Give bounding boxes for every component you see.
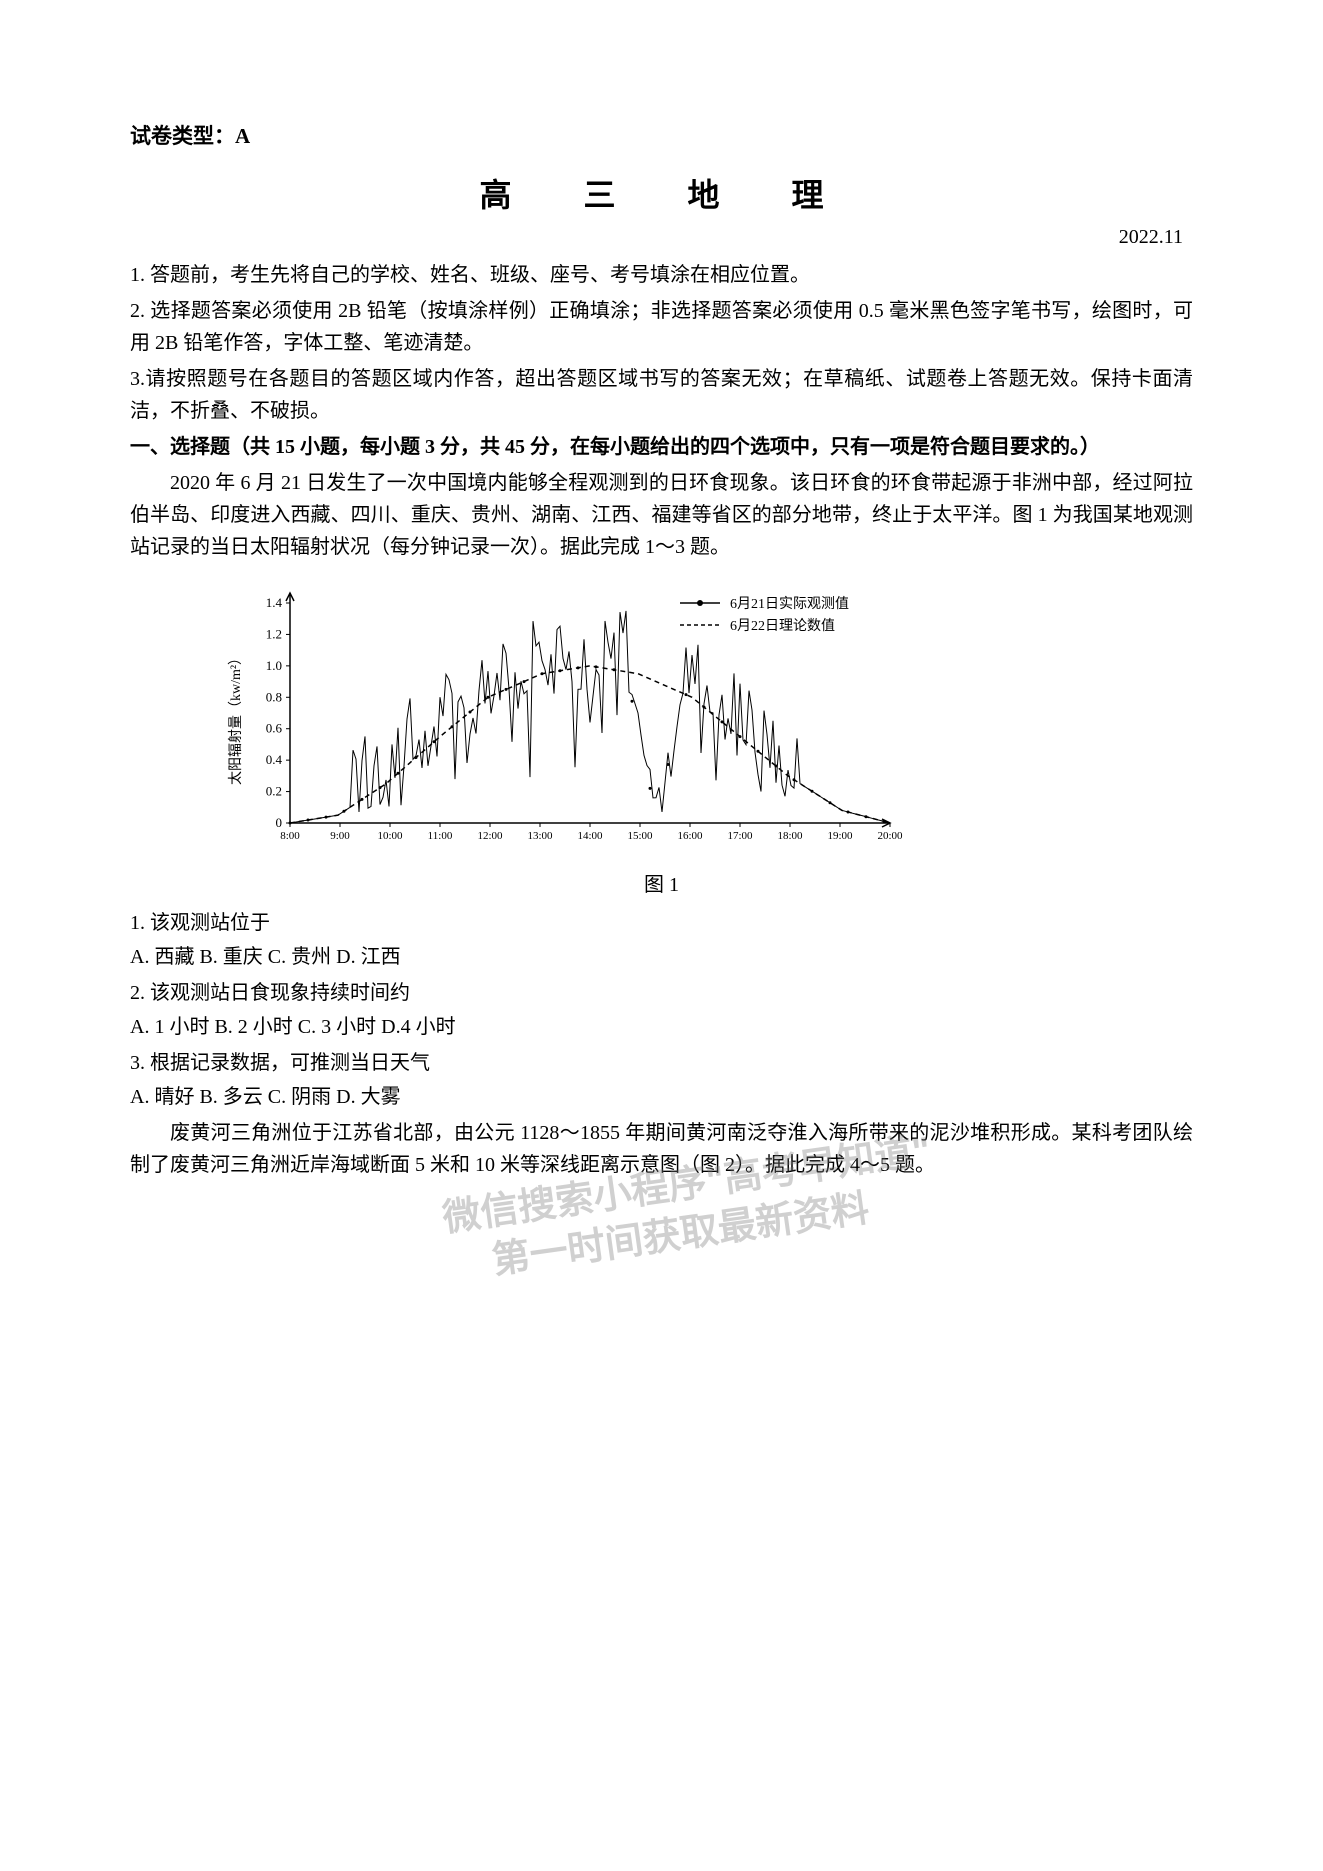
question-1-options: A. 西藏 B. 重庆 C. 贵州 D. 江西 [130, 941, 1193, 973]
document-title: 高 三 地 理 [130, 170, 1193, 216]
document-date: 2022.11 [130, 226, 1193, 249]
svg-text:8:00: 8:00 [280, 830, 300, 842]
svg-text:1.0: 1.0 [266, 658, 282, 673]
paper-type-label: 试卷类型：A [130, 120, 1193, 150]
svg-text:0.8: 0.8 [266, 689, 282, 704]
chart-caption: 图 1 [130, 868, 1193, 897]
instruction-3: 3.请按照题号在各题目的答题区域内作答，超出答题区域书写的答案无效；在草稿纸、试… [130, 363, 1193, 427]
instruction-2: 2. 选择题答案必须使用 2B 铅笔（按填涂样例）正确填涂；非选择题答案必须使用… [130, 295, 1193, 359]
question-3-options: A. 晴好 B. 多云 C. 阴雨 D. 大雾 [130, 1081, 1193, 1113]
svg-text:9:00: 9:00 [330, 830, 350, 842]
svg-text:0.2: 0.2 [266, 784, 282, 799]
question-1: 1. 该观测站位于 [130, 907, 1193, 939]
svg-text:0.4: 0.4 [266, 752, 283, 767]
q1-num: 1. [130, 912, 145, 934]
legend: 6月21日实际观测值 6月22日理论数值 [680, 596, 849, 634]
svg-text:17:00: 17:00 [727, 830, 753, 842]
question-2-options: A. 1 小时 B. 2 小时 C. 3 小时 D.4 小时 [130, 1011, 1193, 1043]
q2-text: 该观测站日食现象持续时间约 [150, 982, 410, 1004]
svg-text:0: 0 [276, 815, 283, 830]
legend-item-1: 6月21日实际观测值 [730, 596, 849, 612]
svg-text:13:00: 13:00 [527, 830, 553, 842]
passage-2: 废黄河三角洲位于江苏省北部，由公元 1128～1855 年期间黄河南泛夺淮入海所… [130, 1117, 1193, 1181]
question-2: 2. 该观测站日食现象持续时间约 [130, 977, 1193, 1009]
passage-1: 2020 年 6 月 21 日发生了一次中国境内能够全程观测到的日环食现象。该日… [130, 467, 1193, 563]
svg-text:10:00: 10:00 [377, 830, 403, 842]
svg-text:19:00: 19:00 [827, 830, 853, 842]
svg-text:16:00: 16:00 [677, 830, 703, 842]
y-axis-label: 太阳辐射量（kw/m²） [228, 651, 244, 785]
svg-text:20:00: 20:00 [877, 830, 903, 842]
legend-item-2: 6月22日理论数值 [730, 618, 835, 634]
question-3: 3. 根据记录数据，可推测当日天气 [130, 1047, 1193, 1079]
svg-text:11:00: 11:00 [428, 830, 453, 842]
section-header: 一、选择题（共 15 小题，每小题 3 分，共 45 分，在每小题给出的四个选项… [130, 431, 1193, 463]
svg-text:18:00: 18:00 [777, 830, 803, 842]
svg-text:1.2: 1.2 [266, 626, 282, 641]
q3-text: 根据记录数据，可推测当日天气 [150, 1052, 430, 1074]
svg-text:1.4: 1.4 [266, 595, 283, 610]
solar-radiation-chart: 0 0.2 0.4 0.6 0.8 1.0 1.2 1.4 8:00 9:00 10:00 11:0… [210, 573, 930, 863]
svg-text:14:00: 14:00 [577, 830, 603, 842]
svg-text:0.6: 0.6 [266, 721, 283, 736]
instruction-1: 1. 答题前，考生先将自己的学校、姓名、班级、座号、考号填涂在相应位置。 [130, 259, 1193, 291]
q3-num: 3. [130, 1052, 145, 1074]
svg-text:12:00: 12:00 [477, 830, 503, 842]
q2-num: 2. [130, 982, 145, 1004]
svg-text:15:00: 15:00 [627, 830, 653, 842]
q1-text: 该观测站位于 [150, 912, 270, 934]
watermark-line-2: 第一时间获取最新资料 [488, 1177, 872, 1284]
